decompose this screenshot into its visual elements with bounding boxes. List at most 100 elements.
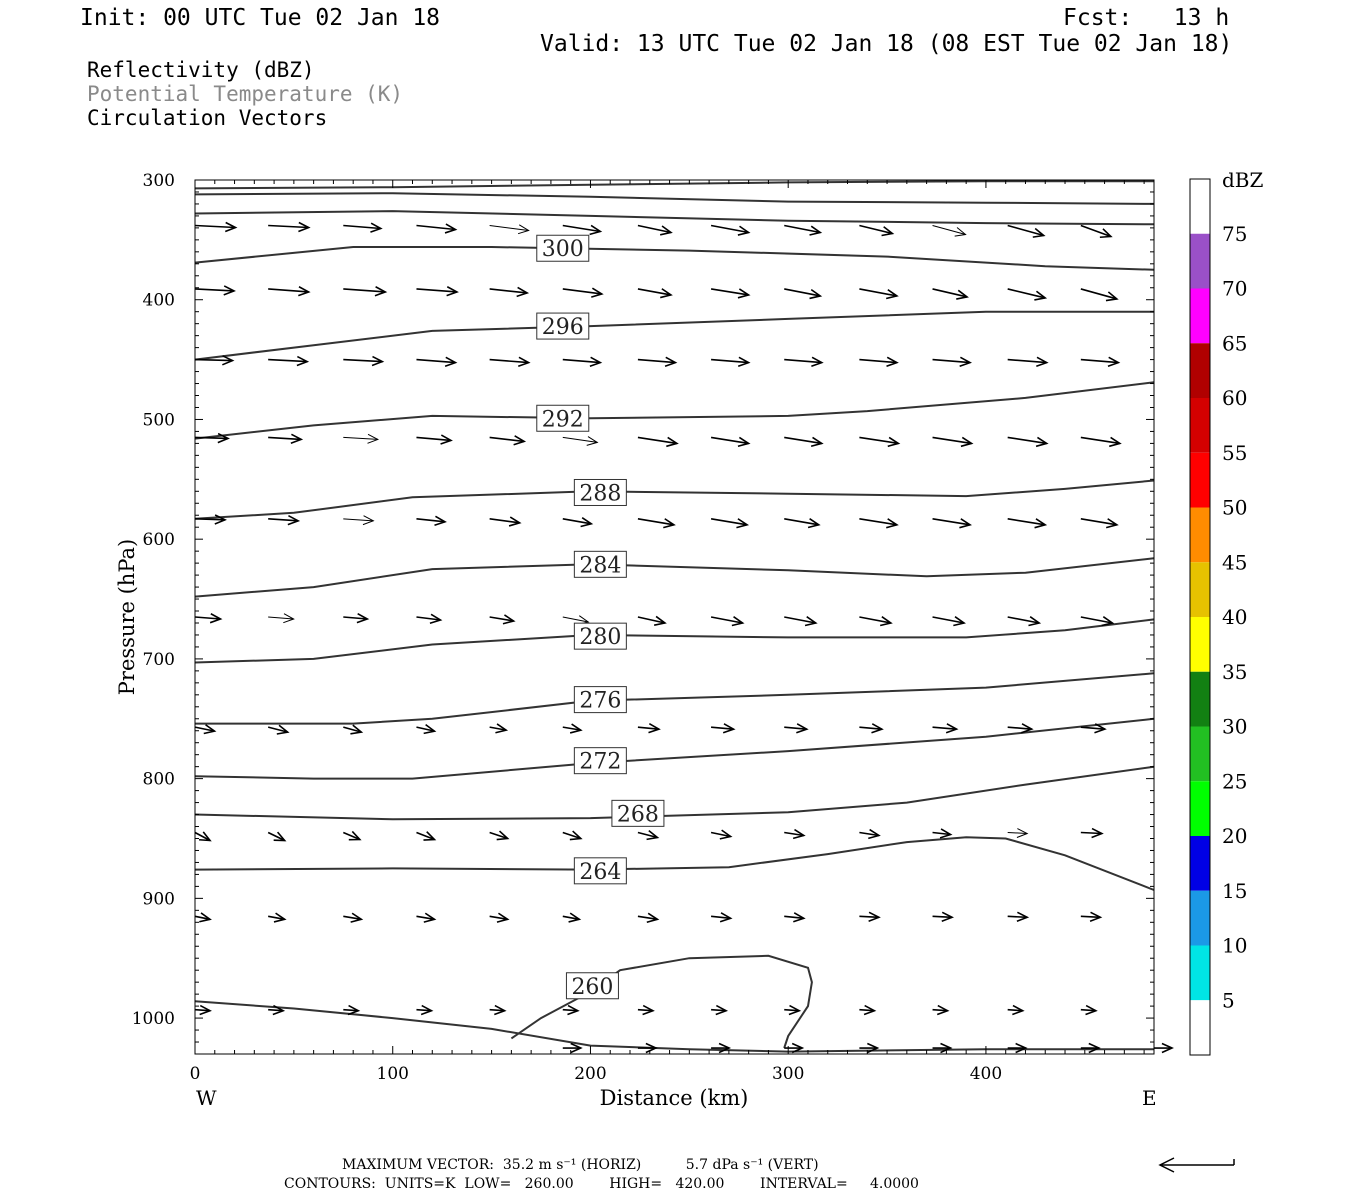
- circulation-vector: [194, 616, 221, 620]
- contour-label-box: [573, 622, 627, 650]
- circulation-vector: [194, 288, 235, 292]
- contour-label-box: [573, 478, 627, 506]
- vector-arrowhead: [863, 1004, 877, 1016]
- vector-arrowhead: [214, 514, 227, 525]
- contour-line: [195, 672, 1155, 725]
- contour-info-note: CONTOURS: UNITS=K LOW= 260.00 HIGH= 420.…: [284, 1176, 919, 1192]
- colorbar-tick-label: 5: [1222, 988, 1235, 1012]
- vector-arrowhead: [502, 614, 516, 625]
- circulation-vector: [343, 358, 383, 363]
- vector-arrowhead: [580, 517, 594, 528]
- east-label: E: [1142, 1086, 1157, 1110]
- vector-arrowhead: [792, 828, 806, 840]
- vector-arrowhead: [659, 225, 673, 236]
- contour-layer: [194, 180, 1155, 1053]
- vector-arrowhead: [868, 828, 881, 840]
- circulation-vector: [859, 831, 880, 837]
- circulation-vector: [562, 436, 598, 443]
- vector-arrowhead: [871, 723, 884, 734]
- circulation-vector: [784, 915, 804, 920]
- colorbar-swatch: [1190, 452, 1210, 508]
- vector-arrowhead: [350, 912, 364, 923]
- circulation-vector: [784, 288, 821, 297]
- vector-arrowhead: [660, 288, 673, 299]
- vector-arrowhead: [642, 1004, 655, 1016]
- colorbar-swatch: [1190, 179, 1210, 234]
- vector-arrowhead: [350, 724, 364, 735]
- colorbar: 5 10 15 20 25 30 35 40 45 50 55 60 65 70 75: [1189, 178, 1247, 1056]
- vector-arrowhead: [420, 1004, 434, 1016]
- vector-arrowhead: [209, 613, 223, 624]
- contour-line: [194, 836, 1155, 891]
- contour-label-box: [611, 799, 665, 827]
- vector-arrowhead: [568, 912, 582, 923]
- circulation-vector: [859, 288, 898, 297]
- circulation-vector: [562, 915, 580, 921]
- vector-arrowhead: [945, 723, 959, 734]
- circulation-vector: [1007, 915, 1028, 919]
- contour-line: [194, 479, 1155, 520]
- vector-arrowhead: [646, 830, 660, 841]
- contour-line: [194, 246, 1155, 271]
- circulation-vector: [932, 831, 951, 836]
- circulation-vector: [932, 518, 971, 526]
- vector-arrowhead: [508, 516, 522, 527]
- circulation-vector: [268, 288, 309, 293]
- vector-arrowhead: [809, 225, 823, 236]
- vector-arrowhead: [936, 1004, 950, 1016]
- circulation-vector: [268, 616, 294, 620]
- circulation-vector: [416, 224, 456, 231]
- contour-label: 280: [579, 625, 621, 650]
- circulation-vector: [784, 616, 816, 624]
- colorbar-tick-label: 50: [1222, 496, 1247, 520]
- circulation-vector: [562, 518, 592, 525]
- colorbar-tick-label: 10: [1222, 934, 1247, 958]
- circulation-vector: [343, 436, 378, 440]
- vector-arrowhead: [810, 436, 824, 448]
- circulation-vector: [194, 915, 211, 921]
- circulation-vector: [859, 436, 899, 445]
- colorbar-swatch: [1190, 671, 1210, 727]
- vector-arrowhead: [663, 518, 676, 529]
- vector-arrowhead: [569, 830, 583, 841]
- circulation-vector: [932, 225, 966, 235]
- circulation-vector: [637, 616, 666, 624]
- vector-arrowhead: [589, 224, 603, 236]
- vector-arrowhead: [954, 227, 967, 237]
- vector-arrowhead: [737, 225, 751, 236]
- circulation-vector: [710, 436, 749, 445]
- contour-line: [194, 310, 1154, 361]
- vector-arrowhead: [646, 912, 660, 923]
- contour-label-layer: 300 296 292 288 284 280 276 272 268 264 260: [536, 234, 665, 1000]
- vector-arrowhead: [1016, 911, 1030, 923]
- circulation-vector: [489, 224, 529, 231]
- circulation-vector: [1080, 726, 1105, 730]
- vector-arrowhead: [370, 222, 383, 233]
- vector-arrowhead: [886, 518, 899, 529]
- vector-arrowhead: [886, 356, 899, 368]
- circulation-vector: [784, 518, 819, 526]
- circulation-vector: [343, 726, 362, 733]
- vector-arrowhead: [645, 1042, 658, 1054]
- colorbar-swatch: [1190, 507, 1210, 563]
- x-tick-label: 0: [190, 1064, 201, 1084]
- circulation-vector: [194, 726, 215, 732]
- circulation-vector: [194, 831, 211, 842]
- vector-arrowhead: [939, 828, 953, 839]
- vector-arrowhead: [1012, 1004, 1025, 1016]
- circulation-vector: [859, 518, 898, 526]
- vector-arrowhead: [715, 1004, 729, 1016]
- circulation-vector: [1080, 436, 1120, 445]
- vector-arrowhead: [1107, 356, 1121, 368]
- init-time: Init: 00 UTC Tue 02 Jan 18: [80, 5, 441, 31]
- vector-arrowhead: [811, 356, 824, 368]
- west-label: W: [196, 1086, 217, 1110]
- x-tick-label: 100: [377, 1064, 409, 1084]
- axis-layer: 300 400 500 600 700 800 900 1000 0 100 200 300 400: [132, 171, 1154, 1084]
- vector-arrowhead: [868, 911, 881, 923]
- colorbar-tick-label: 60: [1222, 386, 1247, 410]
- circulation-vector: [1007, 726, 1032, 730]
- circulation-vector: [637, 436, 678, 445]
- vector-arrowhead: [791, 1042, 805, 1054]
- circulation-vector: [859, 358, 897, 364]
